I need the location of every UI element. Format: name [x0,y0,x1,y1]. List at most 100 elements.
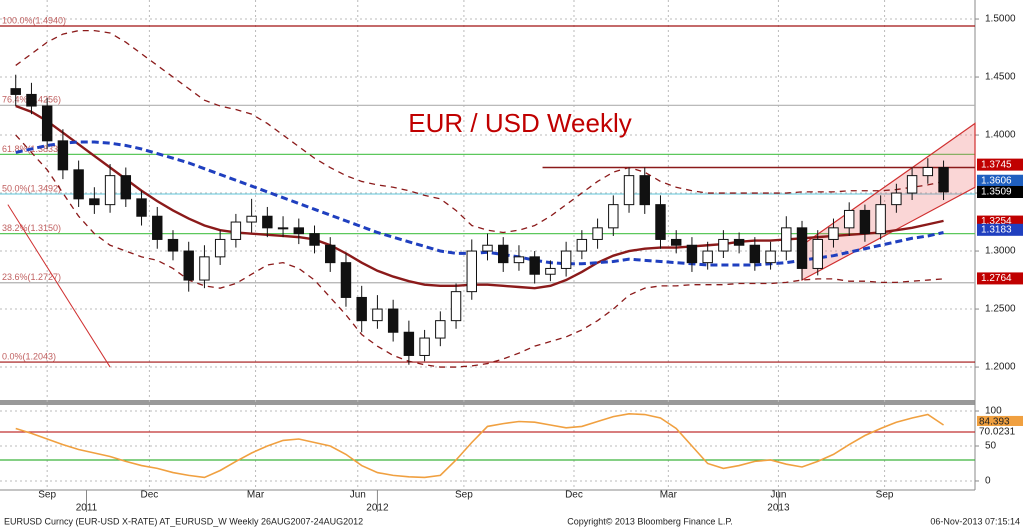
year-label: 2012 [366,503,389,514]
candle-body [592,227,603,240]
candle-body [277,227,289,230]
candle-body [796,227,808,269]
candle-body [230,221,242,240]
candle-body [781,227,792,252]
candle-body [214,238,226,258]
candle-body [545,267,556,275]
price-label-box [977,158,1023,171]
candle-body [293,227,305,235]
candle-body [57,140,69,171]
candle-body [419,337,430,356]
price-label-box [977,223,1023,236]
candle-body [843,209,855,229]
year-label: 2013 [767,503,790,514]
candle-body [403,331,415,356]
price-label: 1.3183 [981,224,1012,235]
panel-separator [0,400,975,405]
x-tick-label: Sep [38,490,56,501]
indicator-line [15,134,944,368]
candle-body [560,250,572,269]
candle-body [639,175,650,206]
indicator-line [15,140,944,267]
candle-body [718,238,729,252]
x-tick-label: Dec [565,490,583,501]
level-label: 0.0%(1.2043) [2,351,56,361]
footer-center: Copyright© 2013 Bloomberg Finance L.P. [567,516,733,526]
candle-body [309,233,320,246]
candle-body [325,244,336,264]
candle-body [246,215,257,223]
price-label: 1.3745 [981,159,1012,170]
candle-body [435,320,446,339]
candle-body [183,250,194,281]
candle-body [120,175,132,200]
candle-body [372,308,383,322]
candle-body [466,250,477,293]
candle-body [576,238,588,252]
price-label: 70.0231 [979,427,1016,438]
candle-body [498,244,509,264]
candle-body [623,175,635,206]
candle-body [167,238,179,252]
candle-body [10,88,21,95]
candle-body [73,169,84,200]
candle-body [26,93,37,107]
candle-body [702,250,713,264]
candle-body [104,175,116,206]
level-label: 38.2%(1.3150) [2,223,61,233]
candle-body [41,105,53,142]
price-label: 1.3254 [981,216,1012,227]
candle-body [262,215,273,229]
candle-body [482,244,493,252]
candle-body [859,209,871,235]
year-label: 2011 [76,503,98,514]
x-tick-label: Dec [140,490,158,501]
price-label: 84.393 [979,417,1010,428]
candle-body [938,167,949,193]
x-tick-label: Mar [247,490,265,501]
y-tick-label: 1.4500 [985,72,1016,83]
price-label: 1.3606 [981,175,1012,186]
price-label-box [977,272,1023,285]
price-label: 1.3509 [981,187,1012,198]
y-tick-label: 1.5000 [985,14,1016,25]
y-tick-label: 0 [985,476,991,487]
y-tick-label: 100 [985,406,1002,417]
candle-body [670,238,682,246]
y-tick-label: 1.4000 [985,130,1016,141]
candle-body [906,175,918,194]
x-tick-label: Jun [350,490,366,501]
candle-body [136,198,147,217]
candle-body [686,244,698,264]
x-tick-label: Sep [455,490,473,501]
level-label: 50.0%(1.3492) [2,183,61,193]
footer-right: 06-Nov-2013 07:15:14 [930,516,1020,526]
candle-body [655,204,666,240]
level-label: 23.6%(1.2727) [2,272,61,282]
candle-body [356,296,367,322]
candle-body [450,291,462,322]
candle-body [922,167,934,177]
candle-body [608,204,619,229]
candle-body [765,250,776,264]
candle-body [199,256,210,281]
candle-body [387,308,399,333]
candle-body [529,256,540,275]
y-tick-label: 1.2500 [985,304,1016,315]
candle-body [812,238,823,269]
trendline [7,204,111,368]
price-label-box [977,174,1023,187]
candle-body [152,215,163,240]
level-label: 100.0%(1.4940) [2,15,66,25]
candle-body [749,244,761,264]
footer-left: EURUSD Curncy (EUR-USD X-RATE) AT_EURUSD… [4,516,363,526]
candle-body [891,192,902,206]
candle-body [733,238,745,246]
x-tick-label: Mar [660,490,678,501]
y-tick-label: 1.3000 [985,246,1016,257]
price-label-box [977,415,1023,428]
price-label-box [977,185,1023,198]
x-tick-label: Sep [876,490,894,501]
